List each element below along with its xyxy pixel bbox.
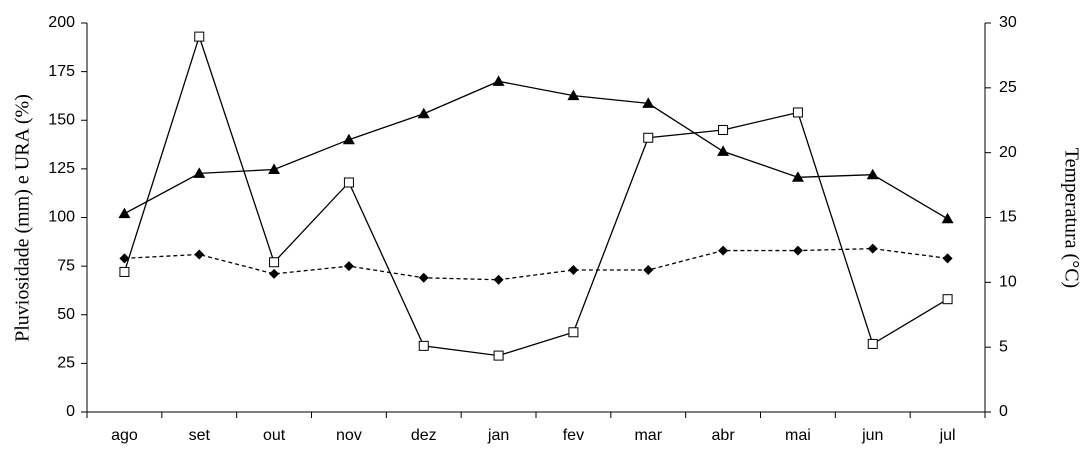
- point: [343, 177, 354, 188]
- point: [942, 294, 953, 305]
- y-tick-label: 0: [66, 403, 75, 420]
- x-tick-label: jul: [939, 427, 956, 444]
- y2-axis-title: Temperatura (°C): [1060, 148, 1082, 288]
- point: [194, 249, 205, 260]
- point: [194, 31, 205, 42]
- y2-tick-label: 15: [999, 209, 1017, 226]
- x-tick-label: out: [263, 427, 286, 444]
- y-tick-label: 100: [48, 209, 75, 226]
- y-tick-label: 150: [48, 111, 75, 128]
- series-line: [124, 80, 948, 220]
- y2-tick-label: 10: [999, 274, 1017, 291]
- y2-tick-label: 20: [999, 144, 1017, 161]
- point: [642, 97, 655, 108]
- point: [867, 338, 878, 349]
- x-tick-label: dez: [411, 427, 437, 444]
- point: [867, 243, 878, 254]
- point: [118, 207, 131, 219]
- point: [643, 265, 654, 276]
- y-tick-label: 200: [48, 14, 75, 31]
- point: [418, 340, 429, 351]
- series-line: [124, 247, 948, 281]
- y-tick-label: 125: [48, 160, 75, 177]
- point: [567, 89, 580, 101]
- y2-tick-label: 0: [999, 403, 1008, 420]
- point: [269, 268, 280, 279]
- point: [941, 212, 954, 224]
- y-tick-label: 50: [57, 306, 75, 323]
- y2-tick-label: 30: [999, 14, 1017, 31]
- x-tick-label: jun: [861, 427, 883, 444]
- point: [193, 167, 206, 178]
- point: [342, 133, 355, 145]
- point: [717, 145, 730, 156]
- y2-tick-label: 5: [999, 338, 1008, 355]
- point: [269, 257, 280, 268]
- point: [866, 168, 879, 180]
- y2-tick-label: 25: [999, 79, 1017, 96]
- point: [942, 253, 953, 264]
- x-tick-label: jan: [487, 427, 509, 444]
- x-tick-label: abr: [712, 427, 736, 444]
- point: [792, 245, 803, 256]
- x-tick-label: mar: [634, 427, 662, 444]
- point: [493, 274, 504, 285]
- point: [568, 327, 579, 338]
- x-tick-label: set: [189, 427, 211, 444]
- point: [791, 171, 804, 182]
- point: [718, 245, 729, 256]
- point: [417, 107, 430, 119]
- point: [643, 132, 654, 143]
- point: [119, 253, 130, 264]
- point: [568, 265, 579, 276]
- y-axis-title: Pluviosidade (mm) e URA (%): [12, 94, 34, 342]
- y-tick-label: 175: [48, 63, 75, 80]
- point: [418, 272, 429, 283]
- x-tick-label: fev: [563, 427, 584, 444]
- x-tick-label: nov: [336, 427, 362, 444]
- point: [792, 107, 803, 118]
- point: [493, 350, 504, 361]
- point: [268, 163, 281, 175]
- x-tick-label: ago: [111, 427, 138, 444]
- point: [343, 261, 354, 272]
- y-tick-label: 75: [57, 257, 75, 274]
- point: [492, 75, 505, 86]
- y-tick-label: 25: [57, 355, 75, 372]
- point: [119, 266, 130, 277]
- x-tick-label: mai: [785, 427, 811, 444]
- series-line: [123, 34, 948, 357]
- point: [718, 124, 729, 135]
